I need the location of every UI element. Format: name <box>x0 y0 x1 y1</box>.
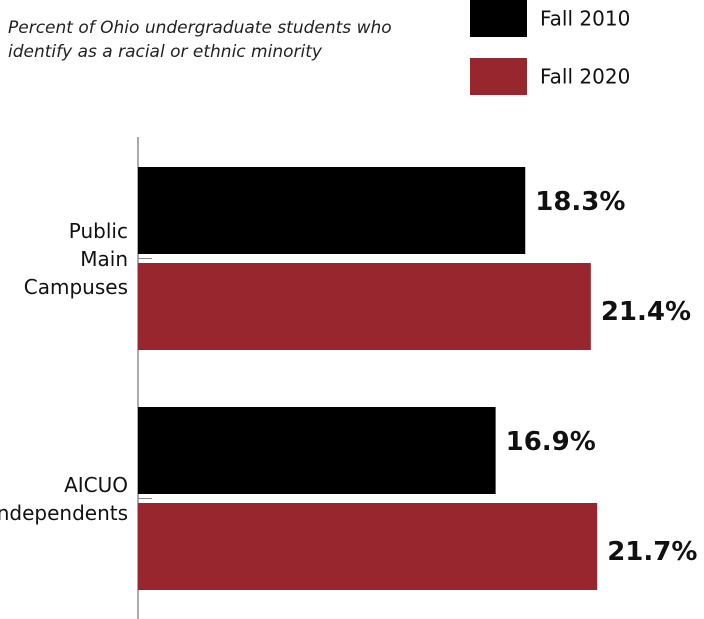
category-label: Public Main Campuses <box>23 218 128 299</box>
value-label: 18.3% <box>535 187 625 217</box>
bar <box>138 167 526 254</box>
chart-title: Percent of Ohio undergraduate students w… <box>8 18 392 62</box>
category-label: AICUO Independents <box>0 472 128 525</box>
legend-label: Fall 2010 <box>540 7 630 31</box>
value-label: 21.7% <box>607 537 697 567</box>
bar <box>138 407 496 494</box>
value-label: 16.9% <box>506 427 596 457</box>
legend-swatch <box>470 0 527 37</box>
legend-label: Fall 2020 <box>540 65 630 89</box>
legend-swatch <box>470 58 527 95</box>
bar <box>138 503 598 590</box>
bar <box>138 263 591 350</box>
value-label: 21.4% <box>601 297 691 327</box>
